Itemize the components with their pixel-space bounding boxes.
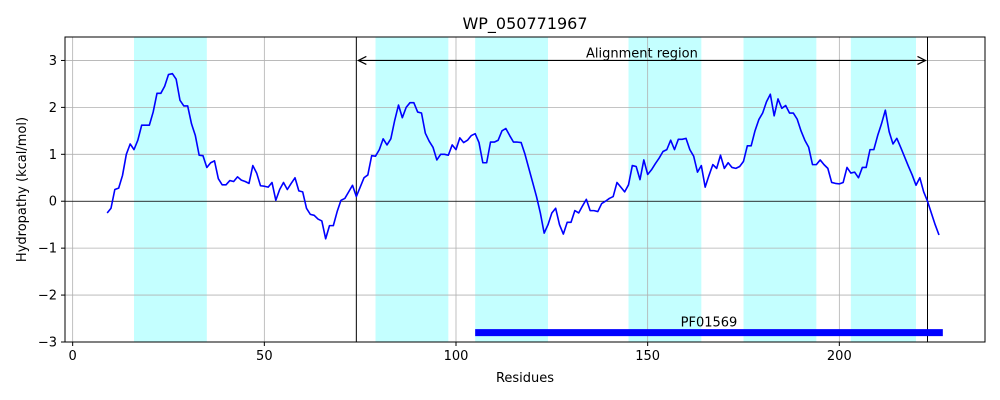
- hydrophobic-regions: [134, 37, 916, 342]
- x-axis-label: Residues: [496, 371, 554, 386]
- y-tick-label-3: 3: [49, 54, 57, 69]
- series-group: [106, 72, 940, 240]
- y-tick-label--2: −2: [38, 289, 57, 304]
- y-tick-label--3: −3: [38, 336, 57, 351]
- plot-frame: [64, 36, 986, 343]
- y-tick-label-2: 2: [49, 101, 57, 116]
- y-tick-label--1: −1: [38, 242, 57, 257]
- x-tick-label-50: 50: [256, 349, 273, 364]
- hydropathy-line-0: [106, 72, 940, 240]
- y-tick-label-1: 1: [49, 148, 57, 163]
- reference-lines: [65, 37, 985, 342]
- y-axis-label: Hydropathy (kcal/mol): [15, 117, 30, 262]
- x-tick-label-200: 200: [827, 349, 852, 364]
- domain-group: PF01569: [475, 316, 943, 337]
- axis-ticks: 0 50 100 150 200 −3 −2 −1 0 1 2 3: [38, 54, 852, 364]
- domain-label: PF01569: [681, 316, 738, 331]
- x-tick-label-0: 0: [69, 349, 77, 364]
- annotation-group: Alignment region: [356, 46, 927, 65]
- hydrophobic-region-4: [743, 37, 817, 342]
- hydrophobic-region-2: [475, 37, 548, 342]
- alignment-arrow-left-head: [356, 55, 367, 65]
- alignment-arrow-right-head: [917, 55, 927, 65]
- chart-title: WP_050771967: [462, 14, 587, 34]
- hydrophobic-region-3: [628, 37, 702, 342]
- y-tick-label-0: 0: [49, 195, 57, 210]
- x-tick-label-150: 150: [635, 349, 660, 364]
- alignment-region-label: Alignment region: [586, 46, 698, 61]
- hydrophobic-region-0: [134, 37, 207, 342]
- hydrophobic-region-1: [375, 37, 449, 342]
- hydrophobic-region-5: [850, 37, 916, 342]
- x-tick-label-100: 100: [444, 349, 469, 364]
